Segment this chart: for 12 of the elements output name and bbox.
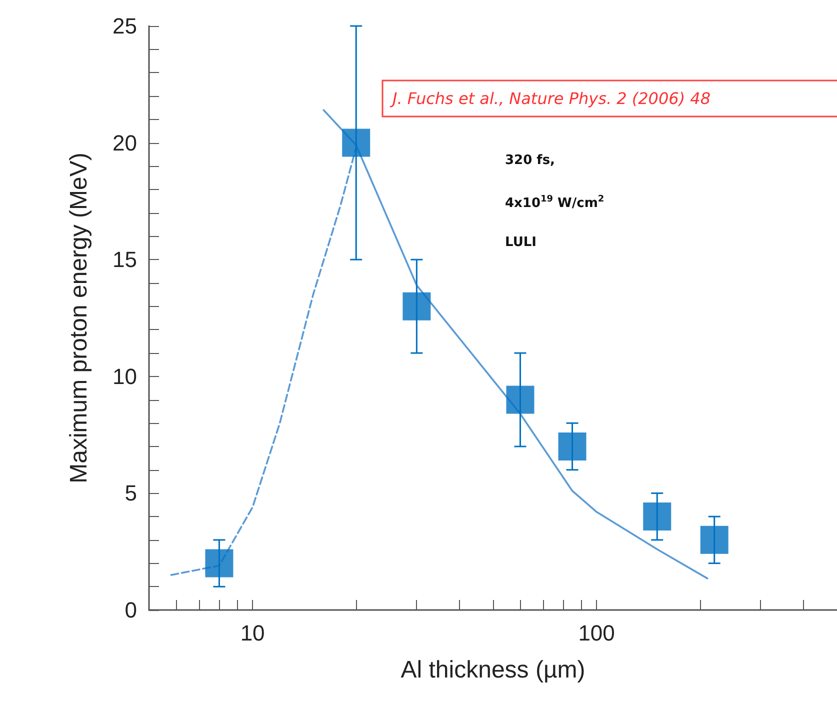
annotation: J. Fuchs et al., Nature Phys. 2 (2006) 48 [390,89,711,108]
y-tick-label: 25 [112,14,137,38]
x-tick-label: 100 [578,620,615,646]
y-tick-label: 20 [112,130,137,156]
y-tick-label: 10 [112,364,137,389]
y-tick-label: 0 [124,598,137,622]
y-axis-title: Maximum proton energy (MeV) [66,152,92,484]
y-tick-label: 15 [112,247,137,272]
x-axis-title: Al thickness (µm) [400,656,586,684]
annotation: LULI [505,235,536,250]
y-tick-label: 5 [124,480,137,506]
annotation: 320 fs, [505,153,555,168]
